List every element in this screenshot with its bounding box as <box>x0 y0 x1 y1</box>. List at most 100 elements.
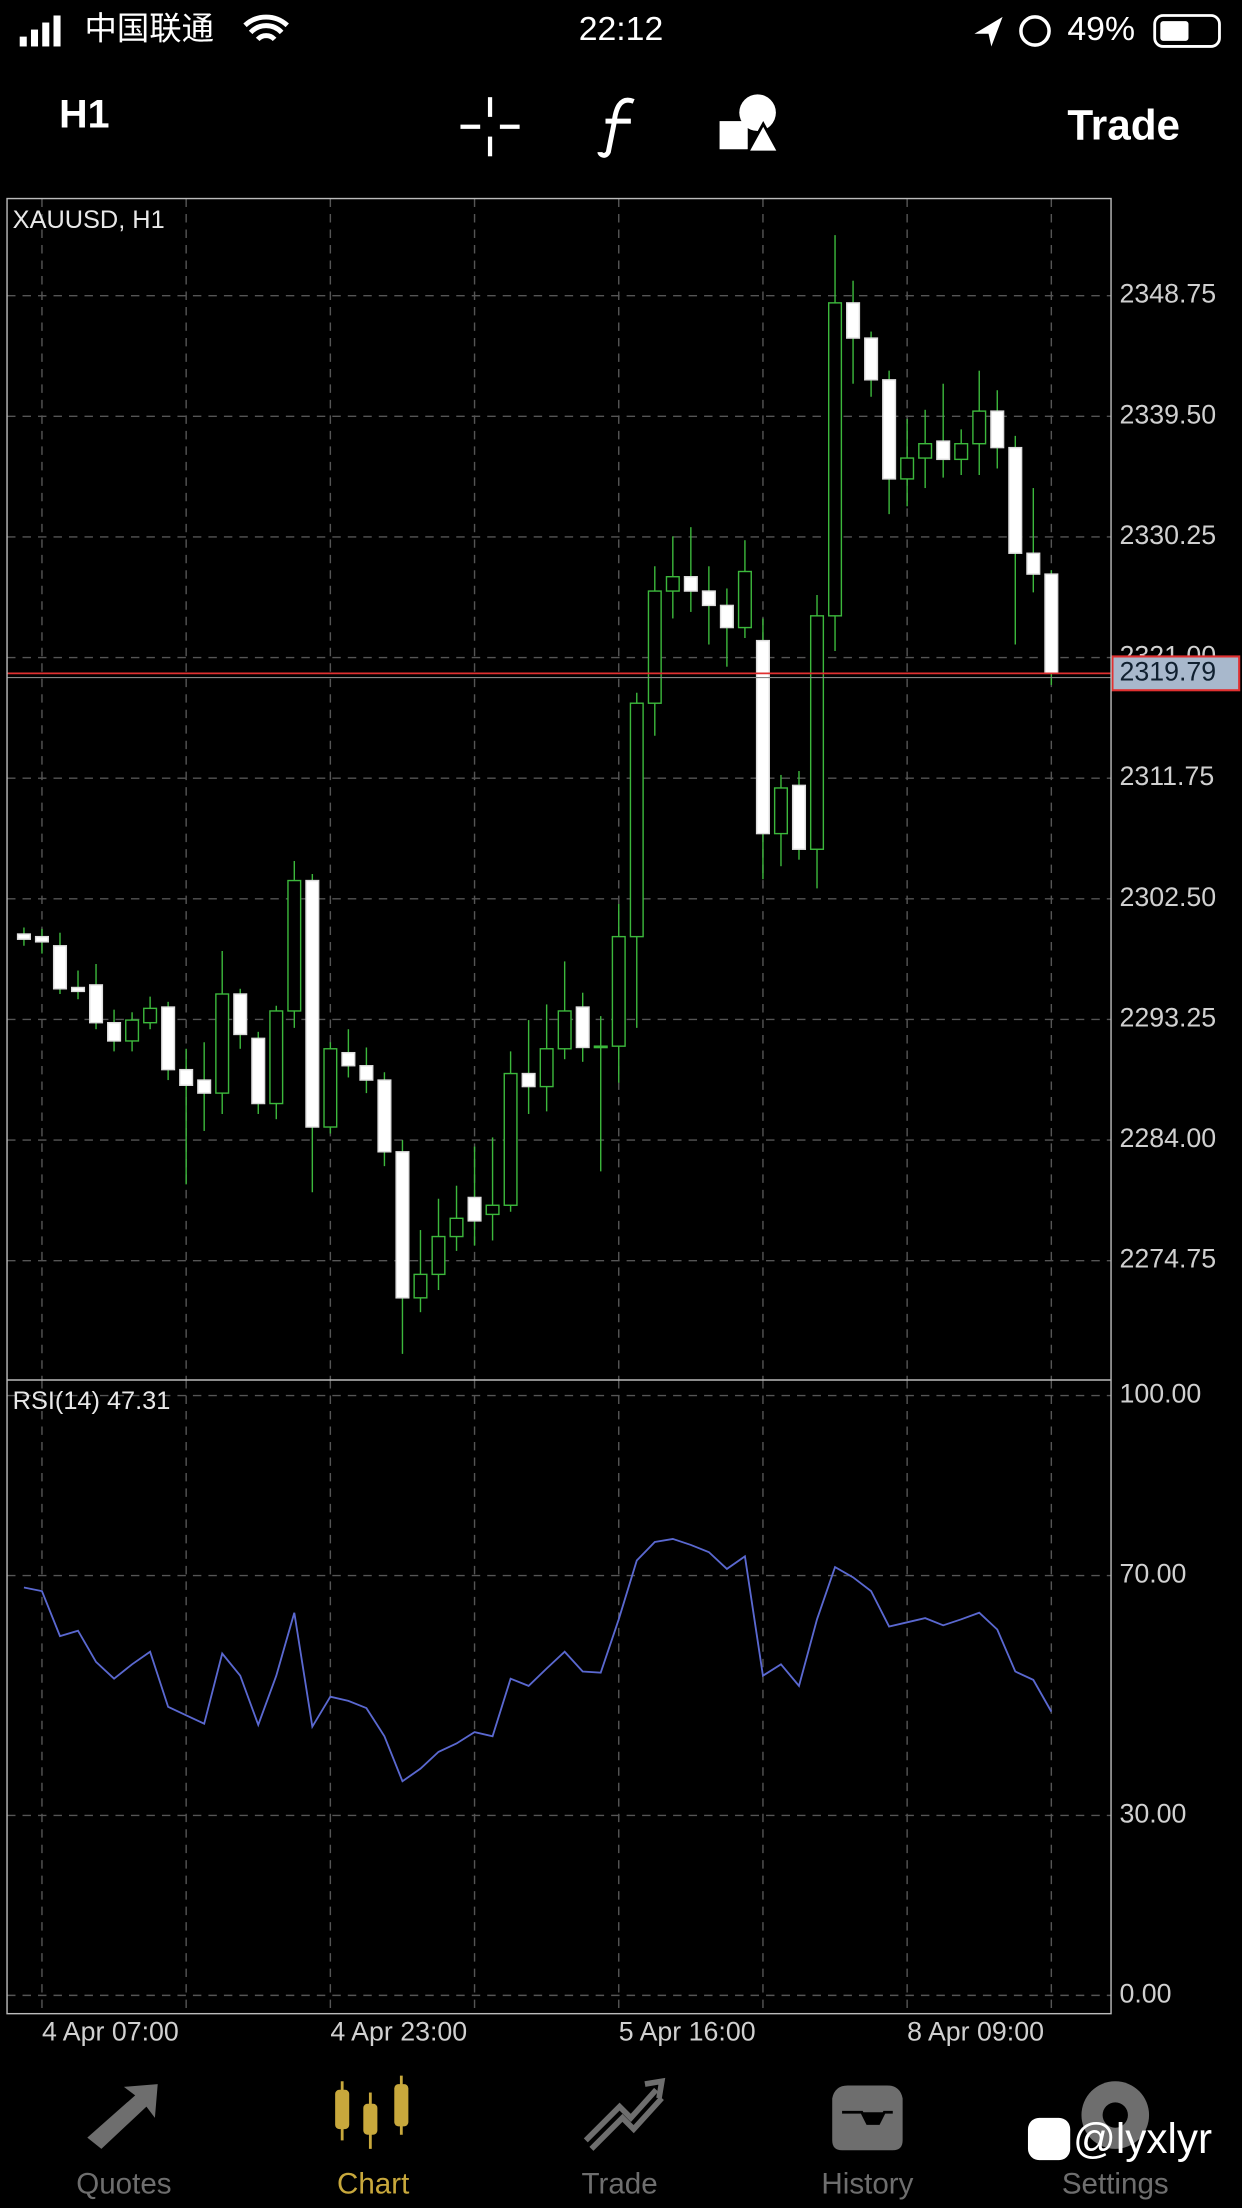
panel-frame <box>6 197 1112 2015</box>
candle-body <box>755 639 770 835</box>
candle-body <box>719 604 734 629</box>
candle-body <box>161 1006 176 1071</box>
candle-body <box>773 787 789 835</box>
y-tick-label: 2330.25 <box>1119 520 1216 550</box>
candle-body <box>846 302 861 339</box>
quotes-icon[interactable] <box>87 2084 158 2149</box>
signal-bar <box>53 15 61 47</box>
y-tick-label: 2348.75 <box>1119 279 1216 309</box>
x-tick-label: 8 Apr 09:00 <box>907 2016 1044 2046</box>
current-price-box <box>1111 655 1241 692</box>
candle-body <box>449 1217 464 1238</box>
watermark: @lyxlyr <box>1027 2115 1212 2162</box>
y-tick-label: 2293.25 <box>1119 1002 1216 1032</box>
candle-body <box>395 1151 410 1299</box>
carrier: 中国联通 <box>84 11 214 47</box>
candle-body <box>107 1021 122 1042</box>
timeframe-button[interactable]: H1 <box>59 92 109 136</box>
candle-body <box>990 410 1005 449</box>
candle-body <box>485 1204 500 1216</box>
candle-body <box>323 1048 338 1128</box>
trade-button[interactable]: Trade <box>1067 101 1180 148</box>
candle-body <box>16 933 31 940</box>
chart-area: 4 Apr 07:00 4 Apr 23:00 5 Apr 16:00 8 Apr 0… <box>6 197 1241 2046</box>
history-icon[interactable] <box>829 2082 906 2154</box>
candle-body <box>503 1072 518 1206</box>
candle-body <box>1008 446 1023 554</box>
candle-body <box>683 576 698 592</box>
y-tick-label: 2302.50 <box>1119 882 1216 912</box>
candle-body <box>557 1010 572 1050</box>
tab-bar <box>87 2075 1150 2154</box>
settings-icon-hole <box>1102 2102 1128 2128</box>
chart-icon[interactable] <box>335 2075 409 2149</box>
panel-title: RSI(14) 47.31 <box>13 1387 171 1415</box>
x-tick-label: 4 Apr 07:00 <box>42 2016 179 2046</box>
candle-body <box>539 1048 554 1088</box>
candle-body <box>125 1019 140 1042</box>
lock-icon <box>1019 15 1051 47</box>
candle-body <box>828 302 843 617</box>
candle-body <box>954 443 969 461</box>
candle-body <box>575 1006 590 1049</box>
candle-body <box>593 1045 608 1049</box>
candle-body <box>251 1037 266 1105</box>
candle-body <box>864 337 879 381</box>
y-tick-label: 70.00 <box>1119 1559 1186 1589</box>
y-tick-label: 2274.75 <box>1119 1244 1216 1274</box>
tab-label[interactable]: Trade <box>582 2167 658 2200</box>
toolbar: H1 Trade <box>59 92 1180 158</box>
candle-body <box>179 1068 194 1086</box>
crosshair-button[interactable] <box>460 97 520 157</box>
current-price-label: 2319.79 <box>1119 656 1216 686</box>
y-tick-label: 2339.50 <box>1119 399 1216 429</box>
candle-body <box>197 1079 212 1094</box>
candle-body <box>521 1072 536 1088</box>
trade-icon[interactable] <box>583 2077 666 2151</box>
candle-body <box>972 410 987 445</box>
tab-label[interactable]: Settings <box>1062 2167 1169 2200</box>
candle-body <box>413 1273 428 1299</box>
candle-body <box>665 576 680 592</box>
clock: 22:12 <box>579 10 664 48</box>
candle-body <box>701 590 716 607</box>
candle-body <box>287 879 302 1012</box>
wifi-icon <box>243 14 289 42</box>
signal-bar <box>19 36 27 47</box>
objects-button[interactable] <box>719 94 782 154</box>
candle-body <box>215 993 230 1094</box>
candle-body <box>341 1051 356 1067</box>
candle-body <box>900 457 915 480</box>
candle-body <box>882 379 897 480</box>
candle-body <box>629 702 644 938</box>
candle-body <box>647 590 662 704</box>
rsi-line <box>23 1537 1053 1783</box>
location-icon <box>974 16 1003 47</box>
candle-body <box>737 570 752 629</box>
candle-body <box>1026 552 1041 575</box>
tab-label[interactable]: Chart <box>337 2167 409 2200</box>
candle-body <box>809 615 825 850</box>
indicator-button[interactable] <box>597 97 635 158</box>
y-tick-label: 30.00 <box>1119 1799 1186 1829</box>
candle-body <box>269 1010 284 1105</box>
y-tick-label: 2311.75 <box>1119 761 1214 791</box>
panel-title: XAUUSD, H1 <box>13 206 165 234</box>
candle-body <box>431 1235 446 1276</box>
y-tick-label: 100.00 <box>1119 1379 1201 1409</box>
candle-body <box>1044 573 1059 675</box>
candle-body <box>70 986 86 993</box>
candle-body <box>88 984 104 1024</box>
signal-bar <box>30 29 39 47</box>
candle-body <box>359 1065 374 1081</box>
candle-body <box>143 1007 158 1024</box>
candle-body <box>377 1079 392 1153</box>
signal-bar <box>42 22 50 47</box>
battery-level <box>1160 21 1189 41</box>
candle-body <box>34 935 50 943</box>
tab-label[interactable]: Quotes <box>76 2167 171 2200</box>
tab-label[interactable]: History <box>821 2167 913 2200</box>
watermark-text: @lyxlyr <box>1073 2115 1212 2162</box>
